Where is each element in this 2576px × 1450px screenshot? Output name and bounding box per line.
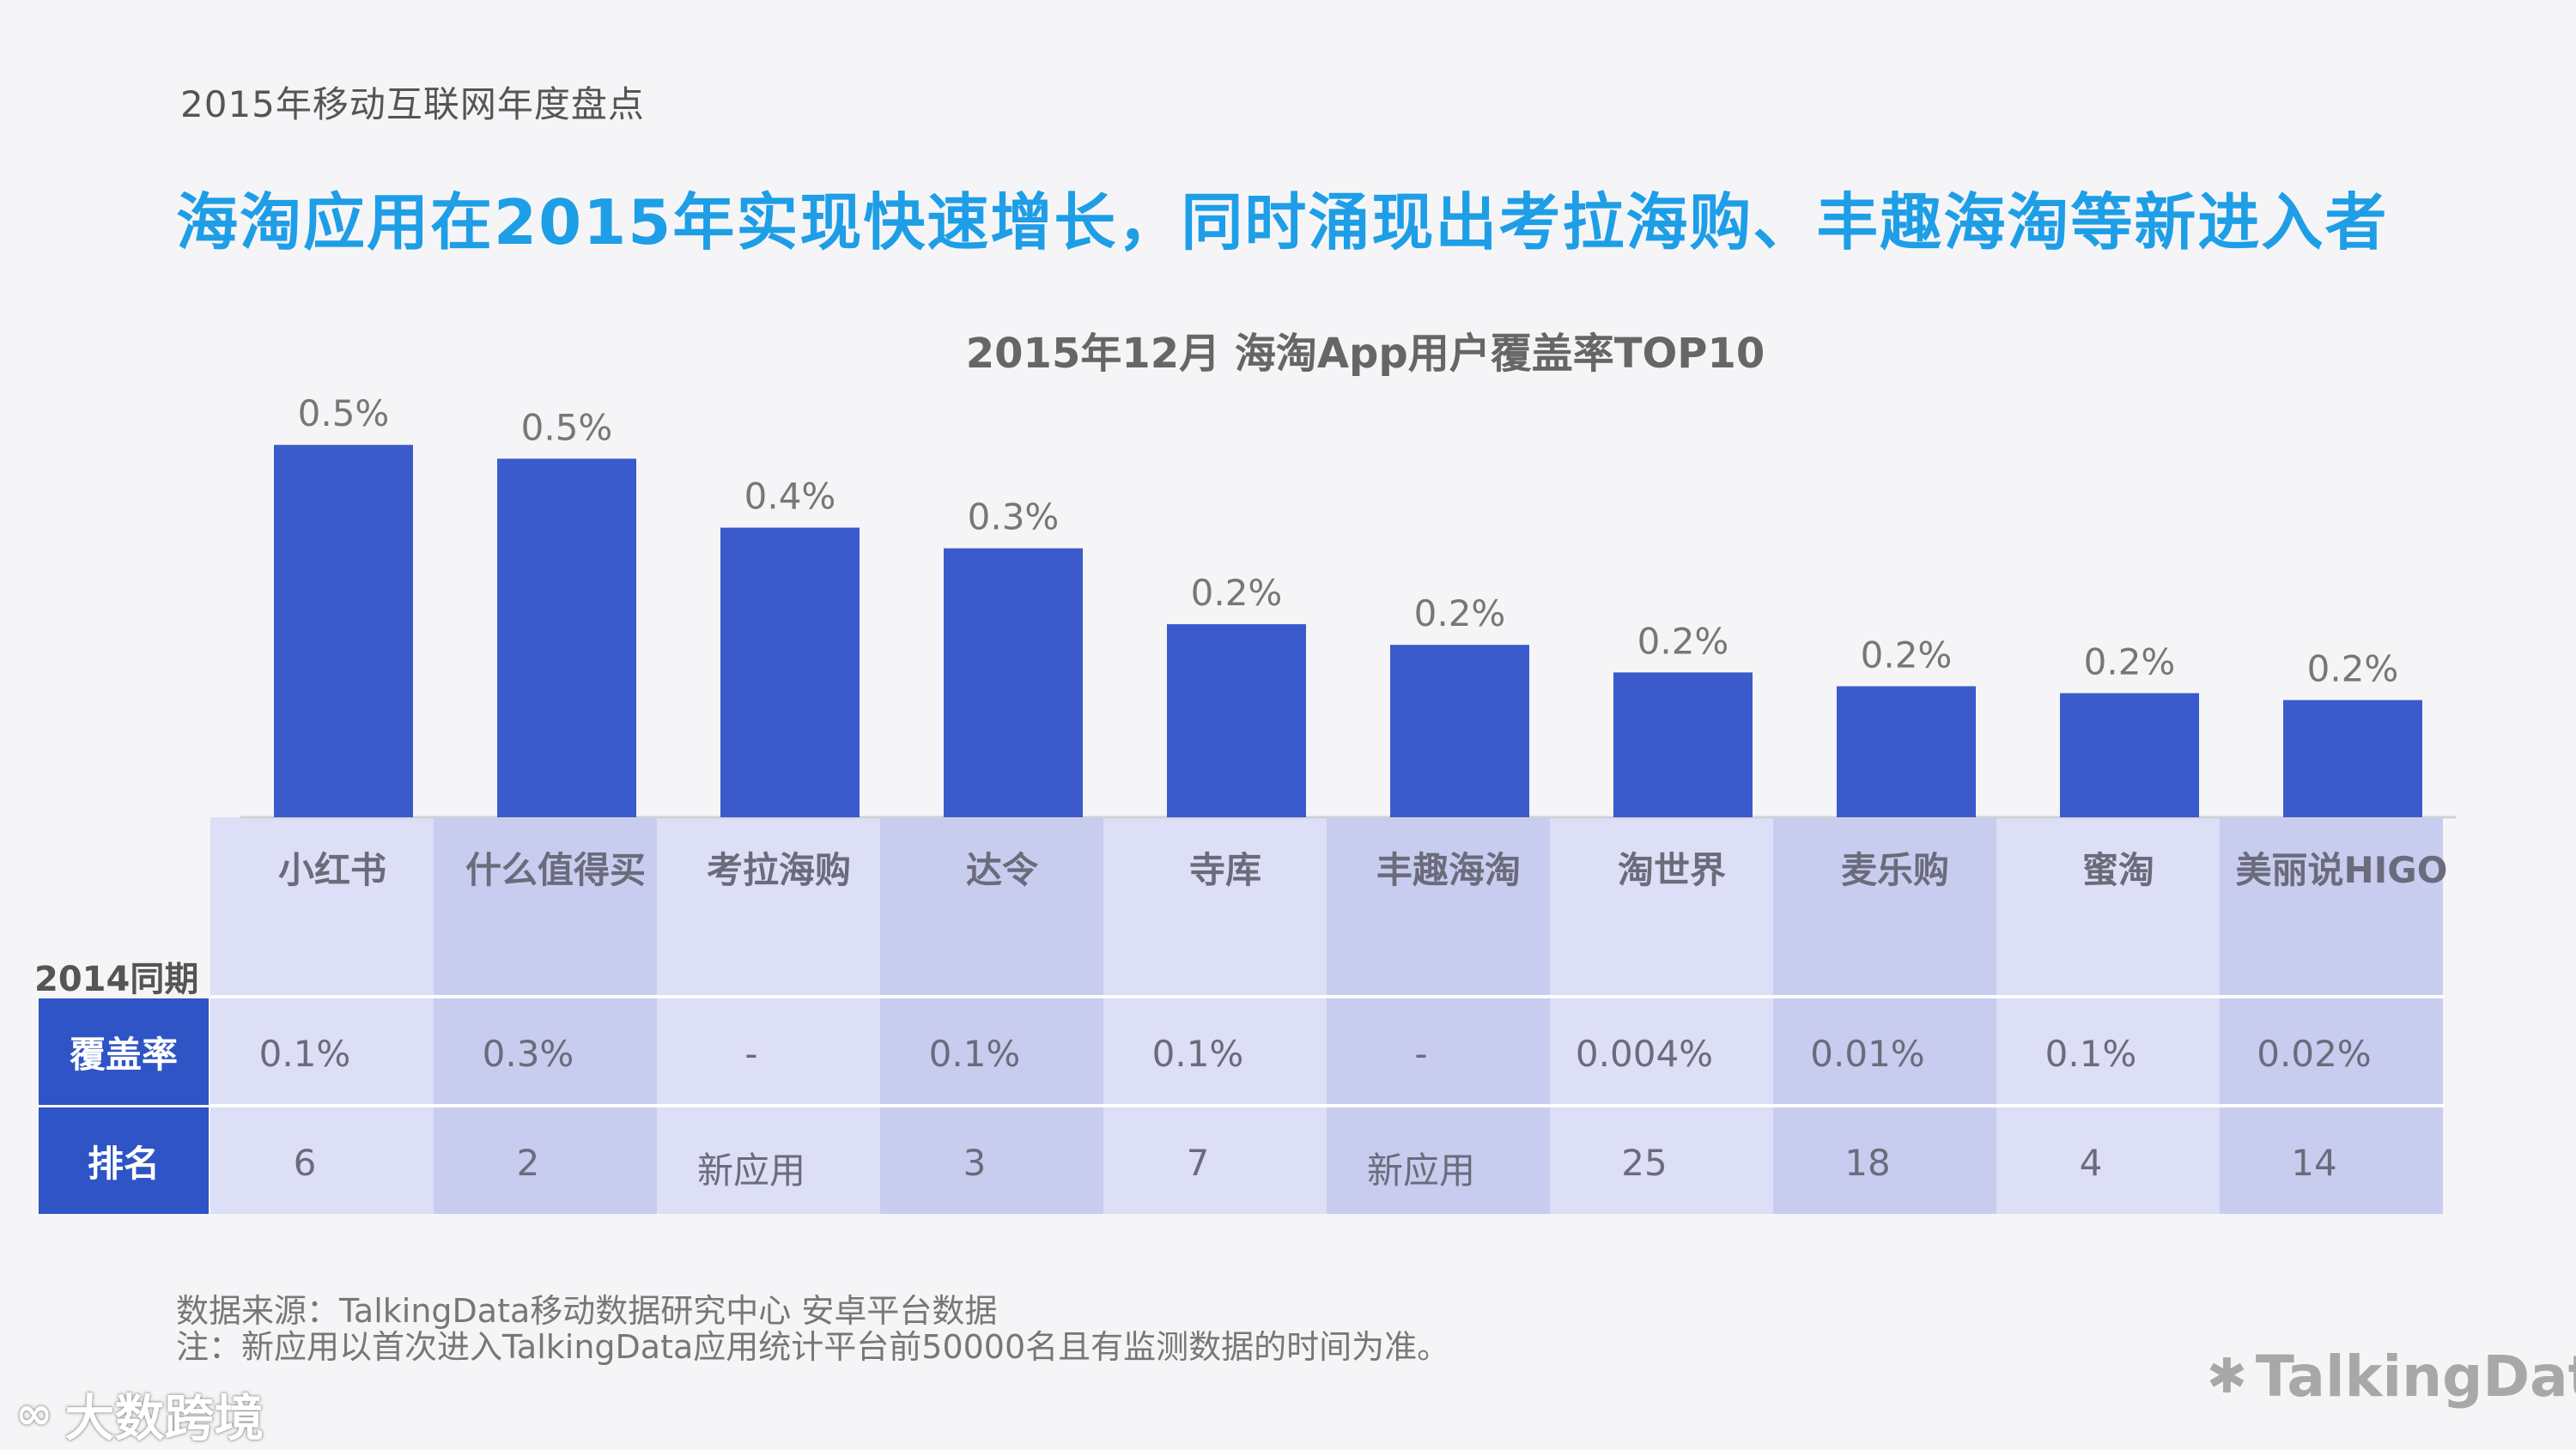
brand-logo-left: ∞ 大数跨境	[15, 1378, 264, 1450]
rank-cell: 4	[2079, 1142, 2103, 1184]
coverage-cell: 0.01%	[1810, 1033, 1925, 1075]
coverage-cell: 0.3%	[482, 1033, 574, 1075]
bar-value-label: 0.2%	[1861, 634, 1953, 676]
bar-7	[1837, 686, 1976, 817]
row-header-coverage: 覆盖率	[39, 998, 209, 1105]
coverage-cell: 0.1%	[2044, 1033, 2137, 1075]
footnote: 注：新应用以首次进入TalkingData应用统计平台前50000名且有监测数据…	[176, 1328, 1450, 1366]
category-label: 达令	[965, 849, 1038, 891]
coverage-cell: 0.02%	[2257, 1033, 2372, 1075]
rank-cell: 6	[293, 1142, 317, 1184]
page-headline: 海淘应用在2015年实现快速增长，同时涌现出考拉海购、丰趣海淘等新进入者	[176, 186, 2389, 258]
bar-1	[497, 458, 636, 817]
bar-value-label: 0.5%	[521, 406, 613, 448]
table-row-divider	[210, 1104, 2445, 1107]
rank-cell: 7	[1186, 1142, 1210, 1184]
section-subtitle: 2015年移动互联网年度盘点	[180, 83, 645, 125]
brand-logo-right: ✱ TalkingData	[2207, 1344, 2576, 1410]
category-label: 丰趣海淘	[1376, 849, 1521, 891]
bar-5	[1390, 645, 1529, 817]
column-band	[657, 817, 880, 1214]
category-label: 什么值得买	[465, 849, 646, 891]
category-label: 小红书	[277, 849, 386, 891]
data-source: 数据来源：TalkingData移动数据研究中心 安卓平台数据	[176, 1292, 998, 1330]
rank-cell: 2	[516, 1142, 540, 1184]
coverage-cell: 0.004%	[1575, 1033, 1714, 1075]
column-band	[880, 817, 1103, 1214]
bar-value-label: 0.2%	[2084, 640, 2176, 683]
rank-cell: 3	[963, 1142, 987, 1184]
row-header-rank: 排名	[39, 1107, 209, 1214]
column-band	[1550, 817, 1773, 1214]
bar-0	[274, 445, 413, 817]
column-band	[2220, 817, 2443, 1214]
bar-6	[1613, 672, 1753, 817]
column-band	[1773, 817, 1996, 1214]
bar-9	[2283, 700, 2422, 817]
bar-value-label: 0.4%	[744, 476, 836, 518]
bar-value-label: 0.3%	[968, 496, 1060, 538]
rank-cell: 14	[2291, 1142, 2337, 1184]
bar-value-label: 0.2%	[1191, 572, 1283, 614]
coverage-cell: -	[1414, 1033, 1428, 1075]
coverage-cell: 0.1%	[928, 1033, 1021, 1075]
table-row-divider	[210, 995, 2445, 998]
bar-4	[1167, 624, 1306, 817]
bar-value-label: 0.2%	[2307, 647, 2399, 689]
bar-8	[2060, 693, 2199, 817]
category-label: 美丽说HIGO	[2235, 849, 2448, 891]
column-band	[210, 817, 434, 1214]
brand-left-text: 大数跨境	[64, 1389, 264, 1447]
bar-value-label: 0.2%	[1637, 620, 1729, 662]
column-band	[1327, 817, 1550, 1214]
column-band	[1103, 817, 1327, 1214]
coverage-cell: 0.1%	[258, 1033, 351, 1075]
category-label: 蜜淘	[2081, 849, 2154, 891]
brand-right-text: TalkingData	[2255, 1344, 2576, 1410]
bar-2	[720, 527, 860, 817]
bar-value-label: 0.5%	[298, 392, 390, 434]
category-label: 麦乐购	[1840, 849, 1949, 891]
chat-bubble-icon: ✱	[2207, 1349, 2247, 1404]
chart-title: 2015年12月 海淘App用户覆盖率TOP10	[965, 330, 1765, 378]
rank-cell: 新应用	[696, 1150, 805, 1192]
bar-value-label: 0.2%	[1414, 592, 1506, 634]
link-icon: ∞	[15, 1388, 53, 1440]
coverage-cell: 0.1%	[1151, 1033, 1244, 1075]
category-label: 考拉海购	[706, 849, 851, 891]
rank-cell: 25	[1621, 1142, 1668, 1184]
category-label: 淘世界	[1617, 849, 1726, 891]
category-label: 寺库	[1188, 849, 1261, 891]
period-label: 2014同期	[34, 960, 199, 999]
column-band	[434, 817, 657, 1214]
bar-3	[944, 548, 1083, 817]
rank-cell: 新应用	[1366, 1150, 1475, 1192]
column-band	[1996, 817, 2220, 1214]
coverage-cell: -	[744, 1033, 758, 1075]
rank-cell: 18	[1844, 1142, 1891, 1184]
